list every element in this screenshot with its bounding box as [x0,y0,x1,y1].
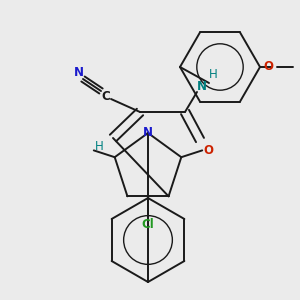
Text: C: C [102,89,110,103]
Text: N: N [74,67,84,80]
Text: O: O [203,143,213,157]
Text: Cl: Cl [142,218,154,232]
Text: O: O [263,61,273,74]
Text: H: H [94,140,103,152]
Text: N: N [143,127,153,140]
Text: N: N [197,80,207,92]
Text: H: H [208,68,217,80]
